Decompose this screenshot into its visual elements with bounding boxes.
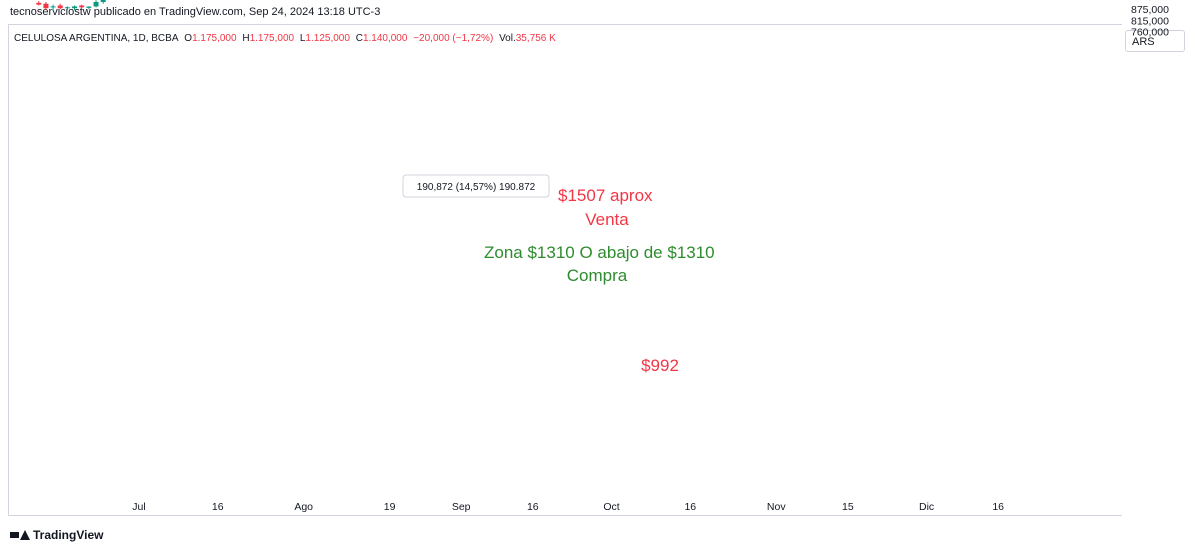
close-value: 1.140,000 xyxy=(362,33,408,44)
time-tick-label: Oct xyxy=(603,501,619,513)
price-tick-label: 815,000 xyxy=(1131,15,1169,27)
ohlc-high: H1.175,000 xyxy=(242,33,294,44)
footer: TradingView xyxy=(10,528,103,542)
candle-body[interactable] xyxy=(86,6,92,8)
volume-value: 35,756 K xyxy=(515,33,556,44)
support-label: $992 xyxy=(641,356,679,375)
publisher-line: tecnoserviciostw publicado en TradingVie… xyxy=(10,6,381,18)
time-tick-label: Nov xyxy=(767,501,786,513)
time-tick-label: 16 xyxy=(684,501,696,513)
venta-price-label: $1507 aprox xyxy=(558,186,653,205)
price-tick-label: 955,000 xyxy=(1131,0,1169,2)
time-tick-label: 16 xyxy=(992,501,1004,513)
volume-label: Vol. xyxy=(499,33,516,44)
open-label: O xyxy=(184,33,193,44)
measure-tooltip-text: 190,872 (14,57%) 190.872 xyxy=(417,182,536,193)
venta-label: Venta xyxy=(585,210,629,229)
time-tick-label: 16 xyxy=(212,501,224,513)
high-label: H xyxy=(242,33,250,44)
time-tick-label: Dic xyxy=(919,501,934,513)
candle-body[interactable] xyxy=(100,0,106,2)
time-tick-label: 15 xyxy=(842,501,854,513)
measure-tooltip-box xyxy=(402,174,550,198)
time-tick-label: Sep xyxy=(452,501,471,513)
ohlc-low: L1.125,000 xyxy=(300,33,350,44)
volume: Vol.35,756 K xyxy=(499,33,556,44)
time-tick-label: 19 xyxy=(384,501,396,513)
time-tick-label: 16 xyxy=(527,501,539,513)
compra-label: Compra xyxy=(567,266,628,285)
chart-frame xyxy=(8,24,1122,516)
tradingview-logo-icon xyxy=(10,529,30,541)
change-value: −20,000 (−1,72%) xyxy=(413,33,494,44)
brand-name[interactable]: TradingView xyxy=(33,528,104,542)
time-tick-label: Jul xyxy=(132,501,145,513)
close-label: C xyxy=(355,33,363,44)
ohlc-open: O1.175,000 xyxy=(184,33,236,44)
candle-body[interactable] xyxy=(64,7,70,9)
candle-body[interactable] xyxy=(93,1,99,7)
low-value: 1.125,000 xyxy=(305,33,350,44)
high-value: 1.175,000 xyxy=(249,33,295,44)
symbol-name[interactable]: CELULOSA ARGENTINA, 1D, BCBA xyxy=(14,33,179,44)
compra-zone-label: Zona $1310 O abajo de $1310 xyxy=(484,243,715,262)
candle-body[interactable] xyxy=(57,5,63,9)
candle-body[interactable] xyxy=(72,6,78,9)
time-tick-label: Ago xyxy=(294,501,313,513)
price-tick-label: 760,000 xyxy=(1131,27,1169,39)
candle-body[interactable] xyxy=(50,6,56,8)
symbol-bar: CELULOSA ARGENTINA, 1D, BCBA O1.175,000 … xyxy=(14,33,559,44)
low-label: L xyxy=(299,33,306,44)
ohlc-close: C1.140,000 xyxy=(356,33,408,44)
currency-selector[interactable]: ARS xyxy=(1125,30,1185,52)
candle-body[interactable] xyxy=(43,3,49,9)
candle-body[interactable] xyxy=(79,5,85,8)
open-value: 1.175,000 xyxy=(192,33,237,44)
price-tick-label: 875,000 xyxy=(1131,4,1169,16)
candle-body[interactable] xyxy=(36,2,42,5)
